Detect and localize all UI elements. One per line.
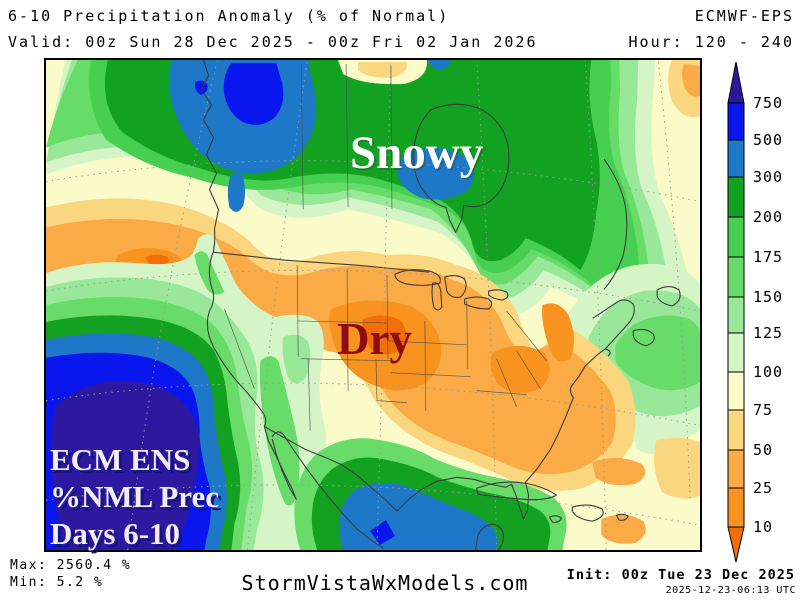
colorbar-arrow-bottom bbox=[727, 526, 745, 563]
dry-annotation: Dry bbox=[337, 314, 412, 364]
snowy-annotation: Snowy bbox=[350, 127, 484, 179]
state-borders bbox=[224, 63, 547, 431]
colorbar-tick: 300 bbox=[753, 168, 783, 186]
colorbar-tick: 200 bbox=[753, 208, 783, 226]
pacific-wet-bullseye bbox=[46, 234, 327, 550]
forecast-hour: Hour: 120 - 240 bbox=[628, 33, 794, 51]
colorbar-tick: 75 bbox=[753, 401, 773, 419]
min-value: Min: 5.2 % bbox=[10, 575, 104, 590]
colorbar-tick: 100 bbox=[753, 363, 783, 381]
colorbar-tick: 50 bbox=[753, 441, 773, 459]
colorbar-tick: 750 bbox=[753, 94, 783, 112]
west-canada-blue-blob bbox=[169, 60, 316, 212]
latlon-grid bbox=[46, 60, 700, 550]
mexico-wet-region bbox=[294, 438, 567, 550]
precipitation-anomaly-art bbox=[46, 60, 700, 550]
colorbar-arrow-top bbox=[727, 61, 745, 104]
page-title: 6-10 Precipitation Anomaly (% of Normal) bbox=[8, 7, 450, 25]
coastlines bbox=[200, 60, 681, 550]
overlay-line-1: ECM ENS bbox=[50, 442, 191, 477]
max-value: Max: 2560.4 % bbox=[10, 558, 132, 573]
colorbar-tick: 150 bbox=[753, 288, 783, 306]
timestamp: 2025-12-23-06:13 UTC bbox=[665, 585, 796, 596]
colorbar: 750 500 300 200 175 150 125 100 75 50 25… bbox=[727, 61, 783, 563]
valid-range: Valid: 00z Sun 28 Dec 2025 - 00z Fri 02 … bbox=[8, 33, 538, 51]
overlay-line-3: Days 6-10 bbox=[50, 516, 181, 551]
hudson-blue-blob bbox=[397, 147, 475, 200]
overlay-line-2: %NML Prec bbox=[50, 479, 220, 514]
site-watermark: StormVistaWxModels.com bbox=[241, 571, 529, 595]
product-overlay-label: ECM ENS %NML Prec Days 6-10 bbox=[50, 444, 219, 555]
model-name: ECMWF-EPS bbox=[694, 7, 794, 25]
colorbar-tick: 175 bbox=[753, 248, 783, 266]
init-time: Init: 00z Tue 23 Dec 2025 bbox=[566, 567, 795, 583]
colorbar-tick: 125 bbox=[753, 324, 783, 342]
weather-map-canvas bbox=[44, 58, 702, 552]
colorbar-tick: 10 bbox=[753, 518, 773, 536]
colorbar-tick: 25 bbox=[753, 479, 773, 497]
colorbar-tick: 500 bbox=[753, 131, 783, 149]
